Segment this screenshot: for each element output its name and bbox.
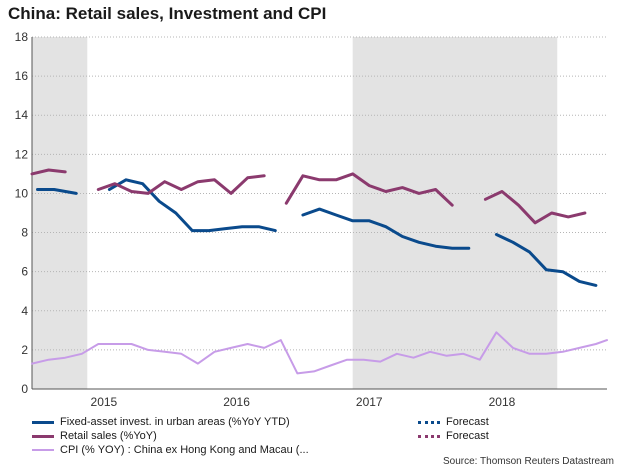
y-tick-label-16: 16 bbox=[15, 69, 29, 83]
y-tick-label-0: 0 bbox=[21, 382, 28, 396]
y-tick-label-10: 10 bbox=[15, 186, 29, 200]
legend-item-forecast-fai: Forecast bbox=[418, 416, 489, 428]
series-line-1 bbox=[30, 168, 587, 225]
x-tick-label-2018: 2018 bbox=[489, 395, 516, 409]
chart-title: China: Retail sales, Investment and CPI bbox=[8, 4, 327, 23]
y-tick-label-4: 4 bbox=[21, 304, 28, 318]
y-tick-label-18: 18 bbox=[15, 30, 29, 44]
x-tick-label-2016: 2016 bbox=[223, 395, 250, 409]
legend-label-fai: Fixed-asset invest. in urban areas (%YoY… bbox=[60, 416, 290, 428]
legend-item-fai: Fixed-asset invest. in urban areas (%YoY… bbox=[32, 416, 290, 428]
y-tick-label-14: 14 bbox=[15, 108, 29, 122]
x-tick-label-2017: 2017 bbox=[356, 395, 383, 409]
legend-swatch-forecast-retail bbox=[418, 434, 440, 438]
shaded-band-1 bbox=[352, 37, 558, 389]
y-tick-label-8: 8 bbox=[21, 226, 28, 240]
legend-swatch-cpi bbox=[32, 449, 54, 451]
legend-label-cpi: CPI (% YOY) : China ex Hong Kong and Mac… bbox=[60, 444, 309, 456]
legend-item-cpi: CPI (% YOY) : China ex Hong Kong and Mac… bbox=[32, 444, 309, 456]
legend-label-forecast-retail: Forecast bbox=[446, 430, 489, 442]
legend-swatch-fai bbox=[32, 420, 54, 424]
source-note: Source: Thomson Reuters Datastream bbox=[442, 456, 614, 467]
legend-label-retail: Retail sales (%YoY) bbox=[60, 430, 157, 442]
series-line-0 bbox=[36, 178, 598, 287]
y-tick-label-6: 6 bbox=[21, 265, 28, 279]
legend-swatch-forecast-fai bbox=[418, 420, 440, 424]
y-tick-label-12: 12 bbox=[15, 147, 29, 161]
legend-label-forecast-fai: Forecast bbox=[446, 416, 489, 428]
shaded-band-0 bbox=[32, 37, 88, 389]
legend-item-retail: Retail sales (%YoY) bbox=[32, 430, 157, 442]
legend-item-forecast-retail: Forecast bbox=[418, 430, 489, 442]
legend-swatch-retail bbox=[32, 434, 54, 438]
y-tick-label-2: 2 bbox=[21, 343, 28, 357]
x-tick-label-2015: 2015 bbox=[91, 395, 118, 409]
series-line-2 bbox=[31, 331, 608, 375]
